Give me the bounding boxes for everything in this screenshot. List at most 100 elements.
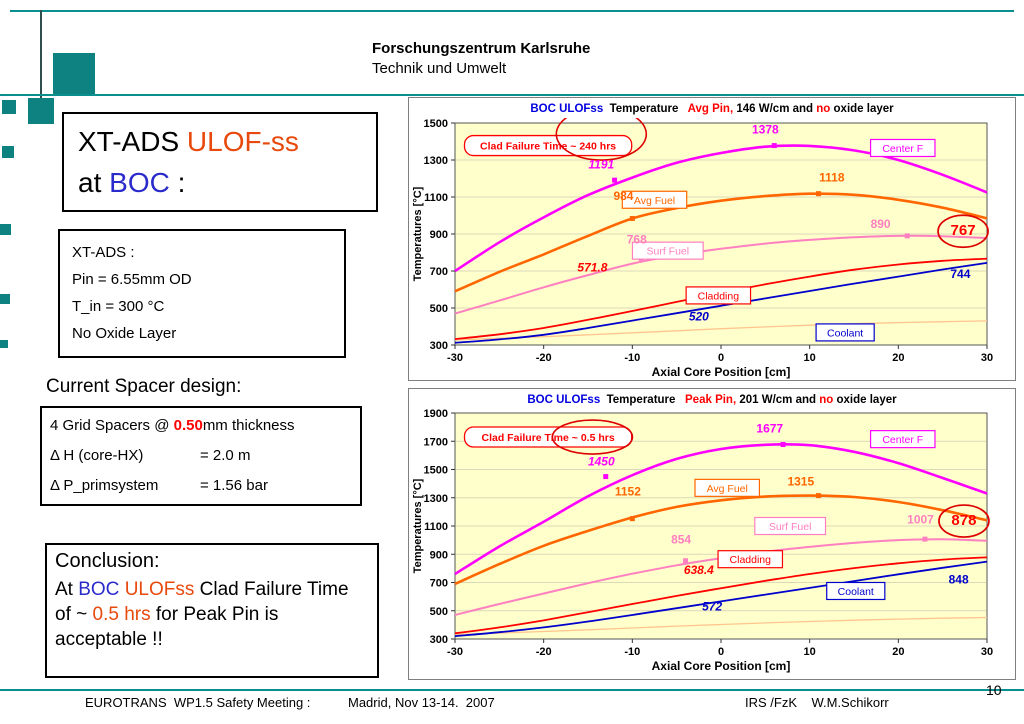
footer-authors: IRS /FzK W.M.Schikorr [745, 695, 889, 710]
legend-cladding [685, 286, 752, 305]
legend-avg-fuel [694, 478, 761, 497]
y-tick-label: 1100 [424, 521, 448, 533]
text-segment: Temperature [603, 103, 688, 115]
legend-label: Cladding [698, 290, 740, 302]
y-tick-label: 500 [430, 303, 448, 315]
logo-square [53, 53, 95, 95]
y-tick-label: 1500 [424, 465, 448, 477]
value-label: 1118 [819, 171, 845, 185]
footer-location: Madrid, Nov 13-14. 2007 [348, 695, 495, 710]
slide-title-line1: XT-ADS ULOF-ss [78, 122, 362, 163]
data-marker [612, 177, 618, 183]
value-label: 1677 [756, 422, 783, 436]
value-label: 638.4 [684, 563, 714, 577]
highlight-ellipse [938, 504, 990, 538]
text-segment: 201 W/cm and [736, 394, 820, 406]
slide-title-line2: at BOC : [78, 163, 362, 204]
legend-label: Avg Fuel [634, 195, 675, 207]
page-number: 10 [986, 682, 1002, 698]
x-tick-label: 30 [981, 352, 993, 364]
y-tick-label: 1100 [424, 192, 448, 204]
logo-square [2, 146, 14, 158]
y-axis-title: Temperatures [°C] [412, 186, 424, 281]
x-tick-label: -10 [624, 646, 640, 658]
legend-cladding [717, 550, 784, 569]
y-tick-label: 1500 [424, 118, 448, 130]
x-tick-label: -20 [536, 352, 552, 364]
data-marker [603, 474, 609, 480]
header-rule [0, 94, 1024, 96]
org-name: Forschungszentrum Karlsruhe [372, 40, 591, 57]
slide-title-box: XT-ADS ULOF-ss at BOC : [62, 112, 378, 212]
text-segment: oxide layer [830, 103, 894, 115]
x-tick-label: -30 [447, 646, 463, 658]
y-tick-label: 900 [430, 229, 448, 241]
text-segment: Temperature [600, 394, 686, 406]
x-tick-label: 0 [718, 646, 724, 658]
text-segment: 4 Grid Spacers @ [50, 417, 174, 434]
value-label: 768 [627, 233, 647, 247]
y-tick-label: 900 [430, 549, 448, 561]
legend-center-f [869, 430, 936, 449]
text-segment: 0.5 hrs [92, 604, 151, 626]
data-marker [771, 143, 777, 149]
spacer-label: Δ P_primsystem [50, 477, 159, 494]
spacer-heading: Current Spacer design: [46, 376, 242, 397]
series-center-f [454, 144, 988, 273]
legend-surf-fuel [631, 241, 704, 260]
param-line: XT-ADS : [72, 244, 135, 261]
x-tick-label: 0 [718, 352, 724, 364]
footer-rule [0, 689, 1024, 691]
title-ulofss: ULOF-ss [186, 126, 299, 157]
data-marker [780, 441, 786, 447]
spacer-box: 4 Grid Spacers @ 0.50mm thickness Δ H (c… [40, 406, 362, 506]
text-segment: BOC ULOFss [527, 394, 601, 406]
logo-vertical-line [40, 10, 42, 117]
value-label: 1315 [787, 475, 814, 489]
x-axis-title: Axial Core Position [cm] [652, 659, 791, 673]
value-label: 984 [613, 189, 633, 203]
data-marker [816, 493, 822, 499]
text-segment: no [819, 394, 834, 406]
y-tick-label: 700 [430, 578, 448, 590]
param-line: T_in = 300 °C [72, 298, 165, 315]
text-segment: BOC ULOFss [530, 103, 604, 115]
x-tick-label: -20 [536, 646, 552, 658]
logo-square [0, 224, 11, 235]
logo-square [28, 98, 54, 124]
spacer-line-grid: 4 Grid Spacers @ 0.50mm thickness [50, 411, 352, 441]
value-label: 878 [951, 512, 976, 529]
y-tick-label: 1900 [424, 409, 448, 420]
chart-title-peak-pin: BOC ULOFss Temperature Peak Pin, 201 W/c… [409, 389, 1015, 409]
legend-label: Coolant [838, 586, 874, 598]
value-label: 1152 [615, 484, 641, 498]
y-tick-label: 300 [430, 634, 448, 646]
text-segment: for Peak Pin is acceptable !! [55, 604, 279, 651]
conclusion-box: Conclusion: At BOC ULOFss Clad Failure T… [45, 543, 379, 678]
logo-square [0, 294, 10, 304]
legend-label: Coolant [827, 327, 863, 339]
highlight-ellipse [551, 419, 634, 455]
value-label: 854 [671, 532, 691, 546]
series-avg-fuel [454, 494, 988, 586]
x-tick-label: -10 [624, 352, 640, 364]
y-tick-label: 700 [430, 266, 448, 278]
x-tick-label: 20 [892, 352, 904, 364]
value-label: 520 [689, 309, 709, 323]
title-at: at [78, 166, 110, 198]
legend-label: Center F [882, 434, 923, 446]
value-label: 890 [871, 217, 891, 231]
text-segment: ULOFss [124, 579, 195, 600]
footer-meeting: EUROTRANS WP1.5 Safety Meeting : [85, 695, 311, 710]
text-segment: Clad Failure Time of ~ [55, 579, 349, 626]
series-coolant [454, 262, 988, 344]
chart-avg-pin: BOC ULOFss Temperature Avg Pin, 146 W/cm… [408, 97, 1016, 381]
logo-square [2, 100, 16, 114]
legend-center-f [869, 138, 936, 158]
x-tick-label: 20 [892, 646, 904, 658]
data-marker [629, 215, 635, 221]
legend-avg-fuel [621, 190, 688, 209]
data-marker [922, 536, 928, 542]
text-segment: no [816, 103, 831, 115]
